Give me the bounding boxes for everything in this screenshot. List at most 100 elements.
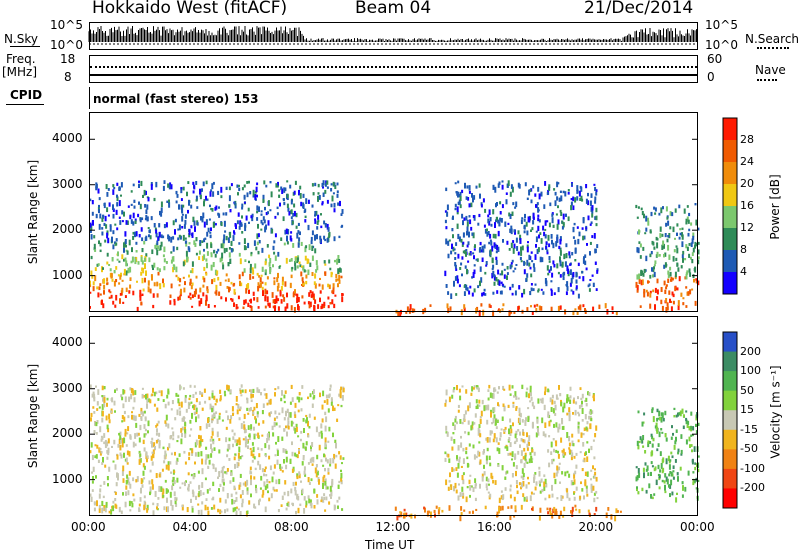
heatmap-cell [158,223,161,228]
heatmap-cell [594,433,597,438]
heatmap-cell [468,252,471,256]
heatmap-cell [514,290,517,296]
power-ytick-0: 1000 [52,267,83,282]
heatmap-cell [487,214,490,218]
heatmap-cell [266,276,269,280]
heatmap-cell [157,245,160,250]
heatmap-cell [137,261,140,265]
heatmap-cell [91,454,94,461]
heatmap-cell [136,476,139,482]
heatmap-cell [263,388,266,391]
heatmap-cell [239,473,242,478]
heatmap-cell [574,409,577,416]
heatmap-cell [614,515,617,522]
heatmap-cell [517,450,520,455]
heatmap-cell [461,242,464,247]
heatmap-cell [447,453,450,458]
heatmap-cell [260,210,263,213]
heatmap-cell [656,417,659,422]
heatmap-cell [97,459,100,464]
heatmap-cell [458,483,460,486]
heatmap-cell [569,263,572,266]
heatmap-cell [264,269,267,273]
heatmap-cell [219,389,222,394]
heatmap-cell [121,220,124,223]
heatmap-cell [573,455,576,459]
heatmap-cell [652,289,655,293]
heatmap-cell [294,414,297,419]
heatmap-cell [123,242,125,248]
heatmap-cell [210,507,213,510]
heatmap-cell [146,216,149,222]
heatmap-cell [555,241,558,247]
heatmap-cell [250,479,252,486]
heatmap-cell [482,292,485,296]
heatmap-cell [562,190,565,194]
heatmap-cell [682,485,684,491]
heatmap-cell [250,389,253,395]
heatmap-cell [487,491,490,494]
heatmap-cell [458,236,461,242]
heatmap-cell [470,425,473,431]
heatmap-cell [324,437,327,443]
heatmap-cell [658,254,661,257]
heatmap-cell [534,486,537,491]
heatmap-cell [233,201,236,205]
heatmap-cell [112,230,115,235]
heatmap-cell [229,209,232,213]
heatmap-cell [262,199,265,203]
heatmap-cell [695,423,697,427]
heatmap-cell [506,275,508,280]
heatmap-cell [174,451,176,456]
heatmap-cell [169,294,172,298]
heatmap-cell [639,305,642,308]
heatmap-cell [438,507,441,511]
heatmap-cell [224,230,227,233]
heatmap-cell [666,238,669,243]
heatmap-cell [663,243,665,249]
heatmap-cell [313,416,316,420]
heatmap-cell [541,397,544,404]
heatmap-cell [315,210,318,216]
heatmap-cell [466,268,468,275]
heatmap-cell [589,241,592,245]
heatmap-cell [308,426,311,429]
heatmap-cell [544,228,547,231]
heatmap-cell [132,493,135,497]
heatmap-cell [580,403,583,408]
heatmap-cell [643,472,645,479]
heatmap-cell [538,466,541,470]
heatmap-cell [561,426,564,430]
heatmap-cell [167,401,170,406]
heatmap-cell [219,497,222,503]
heatmap-cell [183,450,186,454]
heatmap-cell [525,497,528,502]
heatmap-cell [325,457,327,462]
heatmap-cell [257,306,260,309]
heatmap-cell [548,260,551,263]
heatmap-cell [218,488,220,492]
heatmap-cell [184,281,186,286]
heatmap-cell [181,426,184,431]
heatmap-cell [582,433,585,436]
heatmap-cell [91,489,94,492]
heatmap-cell [650,471,652,477]
heatmap-cell [158,485,161,492]
heatmap-cell [403,508,406,512]
heatmap-cell [556,465,559,471]
heatmap-cell [124,295,127,299]
heatmap-cell [595,223,598,227]
heatmap-cell [160,234,163,239]
heatmap-cell [167,183,170,188]
heatmap-cell [515,470,517,477]
heatmap-cell [198,490,201,497]
heatmap-cell [455,489,458,494]
heatmap-cell [582,276,585,282]
heatmap-cell [577,396,579,400]
heatmap-cell [494,419,497,426]
heatmap-cell [535,432,538,438]
heatmap-cell [232,507,235,513]
heatmap-cell [548,435,551,438]
heatmap-cell [484,293,487,296]
heatmap-cell [98,223,101,230]
